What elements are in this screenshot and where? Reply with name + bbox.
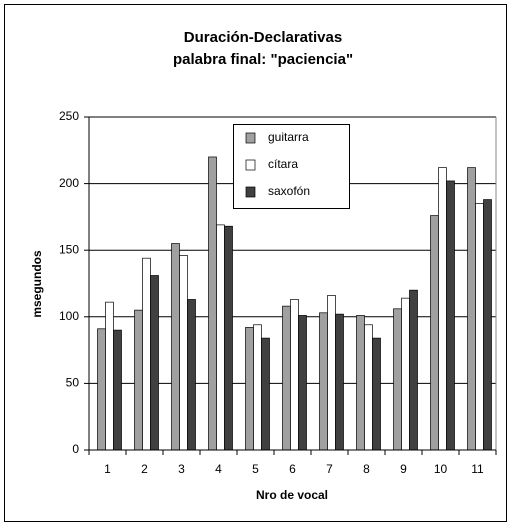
x-tick-label: 9 [400,462,407,476]
x-tick-label: 6 [289,462,296,476]
chart-title: Duración-Declarativas [184,29,342,46]
bar [446,180,455,451]
y-tick-label: 150 [59,242,79,256]
bar [298,315,307,451]
bar [150,275,159,451]
x-tick-label: 10 [434,462,448,476]
bar [319,312,328,451]
bar [372,337,381,451]
x-axis-label: Nro de vocal [256,488,328,502]
bar [409,289,418,451]
x-tick-label: 1 [104,462,111,476]
bar [430,215,439,451]
y-tick-label: 250 [59,109,79,123]
legend-label: guitarra [268,130,309,144]
bar [467,167,476,451]
bar [393,308,402,451]
bar [208,156,217,451]
bar [290,299,299,451]
bar [438,167,447,451]
y-tick-label: 100 [59,309,79,323]
legend-swatch [245,132,256,144]
bar [105,301,114,451]
x-tick-label: 3 [178,462,185,476]
y-tick-label: 0 [72,442,79,456]
y-tick-label: 50 [66,376,80,390]
y-tick-label: 200 [59,176,79,190]
bar [171,243,180,451]
bar [356,315,365,451]
legend-label: saxofón [268,184,310,198]
legend-label: cítara [268,157,298,171]
bar [401,297,410,451]
chart-subtitle: palabra final: "paciencia" [173,51,353,68]
x-tick-label: 2 [141,462,148,476]
bar [142,257,151,451]
x-tick-label: 8 [363,462,370,476]
y-axis-label: msegundos [30,250,44,318]
bar [261,337,270,451]
x-tick-label: 5 [252,462,259,476]
bar [113,329,122,451]
legend-swatch [245,159,256,171]
bar [179,255,188,451]
bar [327,295,336,451]
bar [216,224,225,451]
bar [224,225,233,451]
bar [335,313,344,451]
bar [282,305,291,451]
bar [483,199,492,451]
bar [253,324,262,451]
x-tick-label: 4 [215,462,222,476]
legend-swatch [245,186,256,198]
bar [134,309,143,451]
bar [187,299,196,451]
bar [97,328,106,451]
bar [364,324,373,451]
x-tick-label: 11 [471,462,484,476]
x-tick-label: 7 [326,462,333,476]
bar [245,327,254,451]
bar [475,203,484,451]
